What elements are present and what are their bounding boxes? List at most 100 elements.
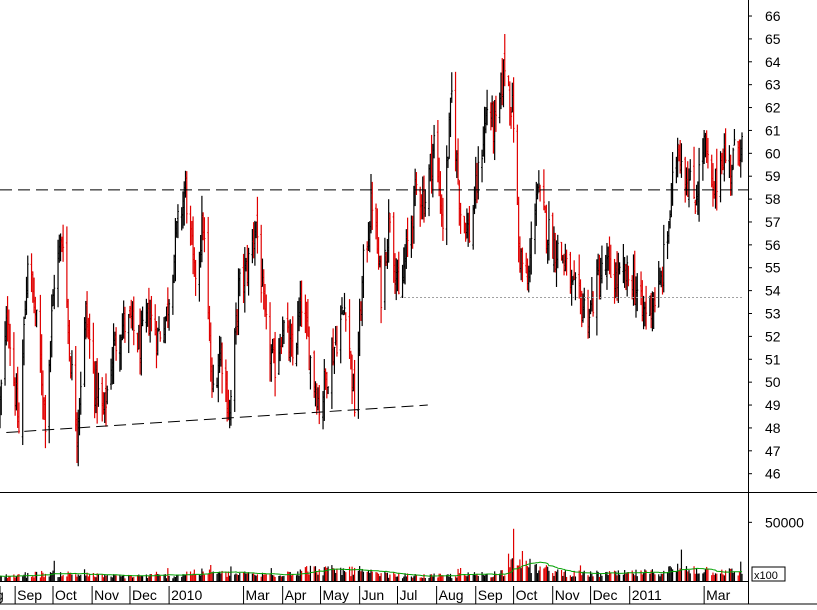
y-tick-label: 65	[765, 31, 781, 47]
price-bar	[547, 201, 550, 261]
price-bar	[340, 297, 343, 315]
price-bar	[26, 255, 29, 299]
price-bar	[464, 222, 467, 242]
price-bar	[388, 212, 391, 233]
x-tick-label: Nov	[94, 587, 119, 603]
y-tick-label: 64	[765, 54, 781, 70]
price-bar	[536, 183, 539, 200]
x-tick-label: Jul	[400, 587, 418, 603]
price-bar	[618, 262, 621, 275]
y-tick-label: 62	[765, 100, 781, 116]
price-bar	[433, 124, 436, 159]
price-bar	[291, 316, 294, 366]
price-bar	[537, 170, 540, 193]
volume-bars	[0, 528, 743, 581]
y-tick-label: 61	[765, 122, 781, 138]
y-tick-label: 60	[765, 145, 781, 161]
x-tick-label: Dec	[132, 587, 157, 603]
price-bar	[123, 306, 126, 343]
price-bar	[397, 251, 400, 295]
price-bar	[733, 128, 736, 146]
price-bar	[106, 385, 109, 405]
price-bar	[50, 294, 53, 358]
price-bar	[282, 319, 285, 344]
price-bar	[724, 128, 727, 164]
trendline	[6, 404, 428, 434]
y-tick-label: 46	[765, 466, 781, 482]
price-bar	[600, 245, 603, 284]
price-bar	[588, 308, 591, 339]
price-bar	[79, 371, 82, 415]
price-bar	[212, 364, 215, 393]
price-bar	[168, 299, 171, 331]
price-bar	[371, 181, 374, 230]
price-bar	[477, 146, 480, 200]
price-bar	[247, 247, 250, 296]
x-tick-label: 2011	[632, 587, 662, 603]
price-bar	[698, 147, 701, 222]
volume-y-tick-label: 50000	[765, 514, 804, 530]
price-bar	[158, 316, 160, 332]
x-tick-label: Apr	[285, 587, 307, 603]
price-bar	[343, 292, 346, 316]
x-tick-label: Nov	[555, 587, 580, 603]
price-bar	[353, 359, 356, 417]
price-bar	[645, 285, 648, 330]
price-bar	[463, 215, 466, 234]
price-bar	[260, 224, 263, 303]
y-tick-label: 53	[765, 306, 781, 322]
x-tick-label: Dec	[593, 587, 618, 603]
price-bar	[694, 199, 697, 214]
x-tick-label: Mar	[706, 587, 730, 603]
price-bar	[150, 295, 153, 332]
price-bar	[318, 384, 321, 425]
price-bar	[415, 172, 418, 195]
price-bar	[339, 305, 342, 364]
price-bar	[486, 89, 489, 126]
price-bar	[105, 373, 107, 427]
price-bar	[459, 202, 462, 234]
price-bar	[97, 372, 100, 407]
price-bar	[70, 350, 73, 381]
price-y-axis: 46 47 48 49 50 51 52 53 54 55 56 57 58 59 60 61 62 63 64 65…	[748, 8, 781, 482]
x-tick-label: Jun	[362, 587, 385, 603]
price-bar	[17, 402, 20, 434]
price-bar	[387, 199, 390, 263]
price-bar	[221, 342, 224, 394]
y-tick-label: 50	[765, 374, 781, 390]
price-bar	[194, 259, 197, 296]
y-tick-label: 55	[765, 260, 781, 276]
price-bar	[424, 189, 427, 217]
price-bar	[335, 325, 338, 357]
price-bar	[715, 148, 718, 211]
y-tick-label: 58	[765, 191, 781, 207]
y-tick-label: 49	[765, 397, 781, 413]
price-bar	[627, 265, 630, 287]
price-bar	[176, 204, 179, 239]
y-tick-label: 47	[765, 443, 781, 459]
price-bar	[256, 196, 259, 254]
price-bar	[450, 72, 453, 103]
price-bar	[662, 224, 665, 293]
x-tick-label: Sep	[17, 587, 42, 603]
price-bar	[9, 323, 12, 366]
y-tick-label: 57	[765, 214, 781, 230]
price-bar	[689, 159, 692, 181]
price-bar	[741, 132, 743, 163]
price-bar	[35, 309, 38, 328]
y-tick-label: 63	[765, 77, 781, 93]
x-tick-label: 2010	[171, 587, 202, 603]
x-tick-label: May	[323, 587, 349, 603]
y-tick-label: 59	[765, 168, 781, 184]
price-bar	[22, 316, 25, 366]
x-tick-label: Aug	[439, 587, 464, 603]
price-bar	[62, 224, 65, 262]
price-bar	[653, 287, 656, 313]
price-bar	[626, 255, 629, 297]
price-bar	[556, 234, 559, 269]
y-tick-label: 51	[765, 351, 781, 367]
price-bar	[383, 237, 386, 311]
price-bar	[53, 274, 56, 310]
volume-moving-average	[0, 561, 743, 577]
